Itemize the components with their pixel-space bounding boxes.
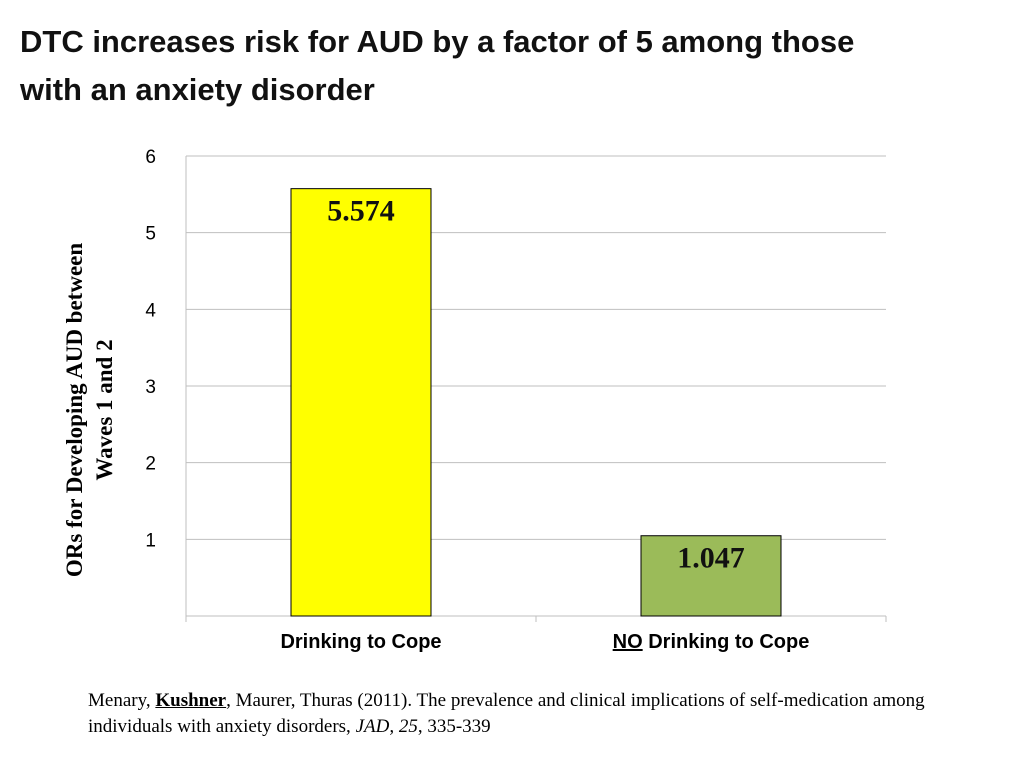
y-axis-label: ORs for Developing AUD between Waves 1 a…	[60, 190, 120, 630]
bar-1	[290, 188, 432, 617]
bar-chart: 1 2 3 4 5 6 5.574 Drinking to Cope 1.047 NO Drink…	[145, 147, 887, 653]
citation: Menary, Kushner, Maurer, Thuras (2011). …	[88, 688, 988, 740]
y-tick-label: 2	[145, 454, 156, 475]
y-tick-label: 6	[145, 147, 156, 168]
slide-title-line-2: with an anxiety disorder	[20, 72, 375, 107]
y-axis-label-line-1: ORs for Developing AUD between	[62, 242, 87, 578]
y-tick-label: 4	[145, 300, 156, 321]
citation-author: Kushner	[155, 690, 227, 711]
y-tick-label: 1	[145, 530, 156, 551]
slide-title: DTC increases risk for AUD by a factor o…	[20, 18, 980, 114]
citation-text-2: , Maurer, Thuras (2011). The prevalence …	[88, 690, 925, 737]
citation-text-1: Menary,	[88, 690, 156, 711]
citation-journal: JAD, 25	[355, 716, 418, 737]
y-axis-label-line-2: Waves 1 and 2	[92, 339, 117, 481]
x-tick-label: Drinking to Cope	[280, 631, 441, 653]
bar-data-label: 1.047	[677, 542, 745, 575]
y-tick-label: 5	[145, 224, 156, 245]
y-tick-label: 3	[145, 377, 156, 398]
slide-title-line-1: DTC increases risk for AUD by a factor o…	[20, 24, 855, 59]
bar-2	[640, 535, 782, 617]
bar-data-label: 5.574	[327, 195, 395, 228]
citation-text-3: , 335-339	[417, 716, 491, 737]
x-tick-label: NO Drinking to Cope	[613, 631, 810, 653]
